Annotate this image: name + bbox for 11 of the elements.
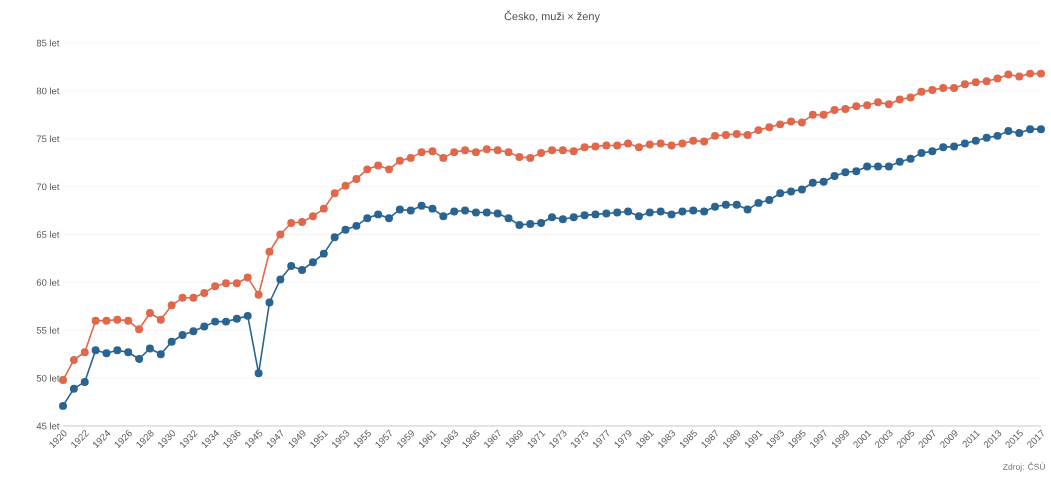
y-tick-label: 70 let xyxy=(36,183,60,191)
y-tick-label: 75 let xyxy=(36,135,60,143)
text: Zdroj: ČSÚ xyxy=(1003,462,1045,472)
chart-title: Česko, muži × ženy xyxy=(504,10,600,23)
y-tick-label: 45 let xyxy=(36,422,60,430)
y-tick-label: 85 let xyxy=(36,39,60,47)
y-tick-label: 65 let xyxy=(36,231,60,238)
y-tick-label: 60 let xyxy=(36,278,60,286)
y-tick-label: 50 let xyxy=(36,374,60,382)
y-tick-label: 80 let xyxy=(36,87,60,95)
y-tick-label: 55 let xyxy=(36,326,60,334)
